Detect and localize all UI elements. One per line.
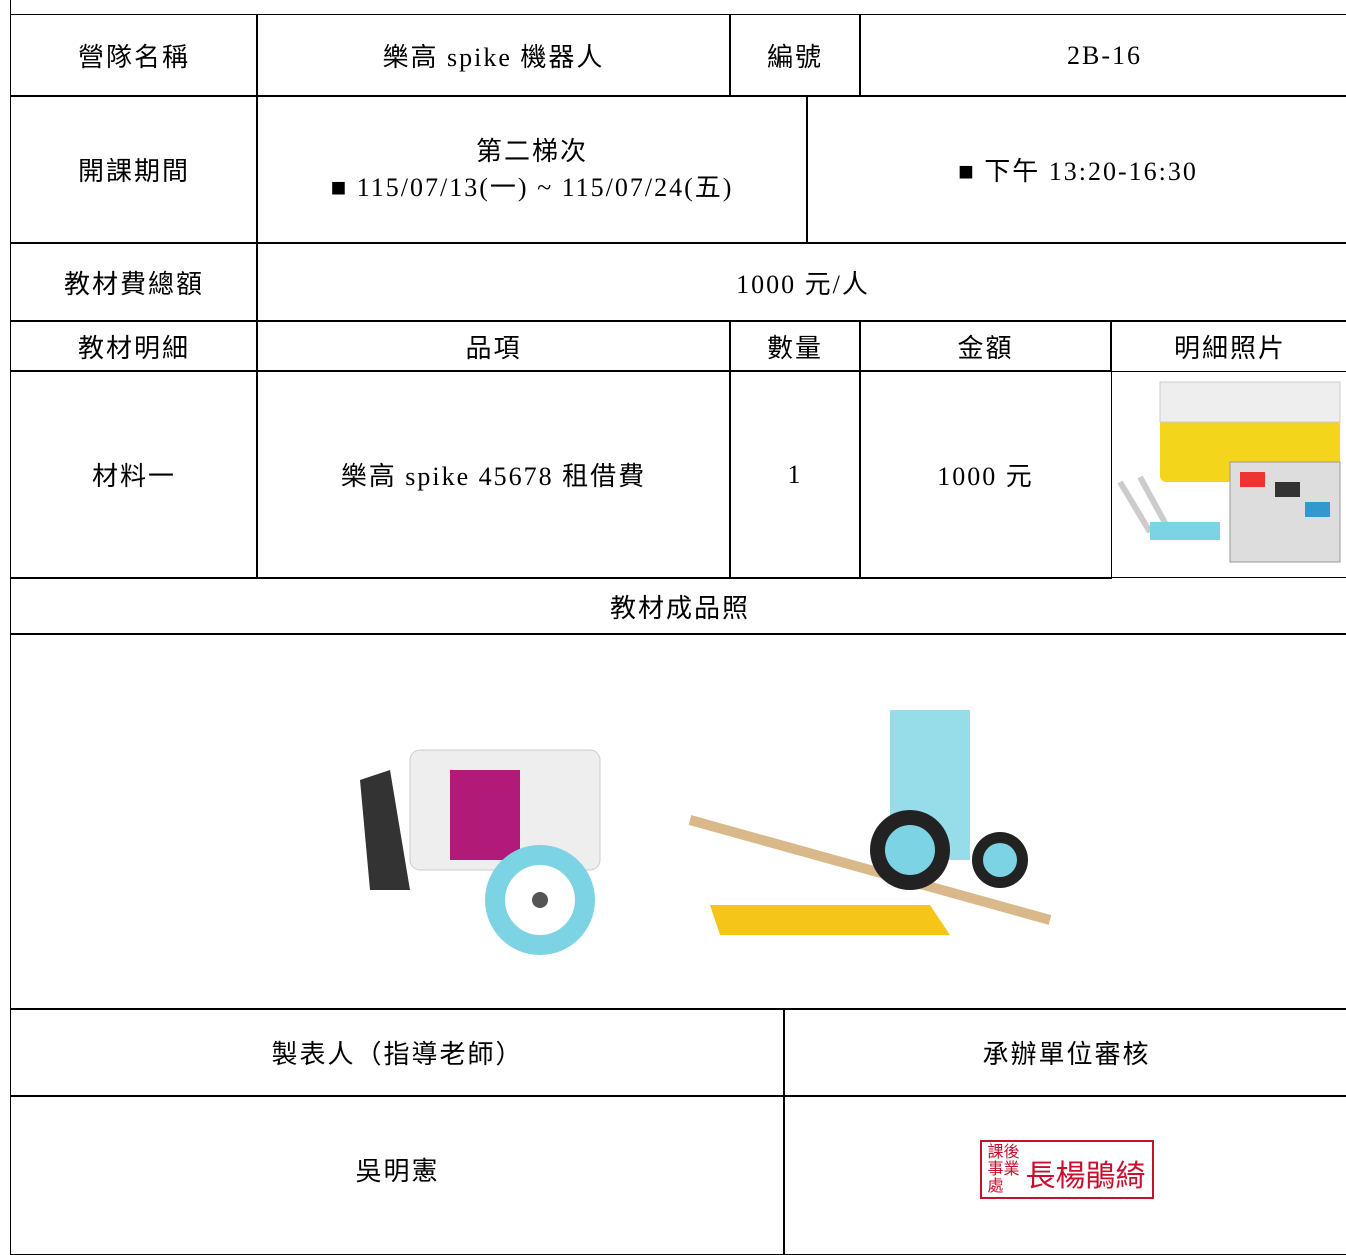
cell: 金額: [859, 320, 1112, 372]
cell: 教材費總額: [10, 242, 258, 322]
header: 數量: [766, 333, 823, 363]
label: 教材費總額: [63, 269, 204, 299]
label: 營隊名稱: [77, 43, 190, 72]
cell: 吳明憲: [10, 1095, 785, 1255]
value: 樂高 spike 45678 租借費: [340, 462, 647, 491]
label: 開課期間: [77, 157, 190, 186]
cell: 數量: [729, 320, 861, 372]
cell: 2B-16: [859, 14, 1346, 97]
value: 第二梯次: [475, 136, 588, 166]
value: 2B-16: [1067, 40, 1142, 70]
label: 製表人（指導老師）: [271, 1040, 524, 1069]
product-photos: [360, 710, 1052, 955]
cell: 開課期間: [10, 95, 258, 244]
cell: 製表人（指導老師）: [10, 1008, 785, 1097]
cut-row: [10, 0, 1346, 15]
cell: 樂高 spike 45678 租借費: [256, 370, 731, 579]
cell: 樂高 spike 機器人: [256, 14, 731, 97]
cell: 教材明細: [10, 320, 258, 372]
kit-photo: [1117, 381, 1341, 563]
cell: 品項: [256, 320, 731, 372]
value: 1000 元/人: [736, 269, 870, 299]
header: 金額: [957, 333, 1014, 363]
value: 1000 元: [937, 462, 1034, 491]
cell: 營隊名稱: [10, 14, 258, 97]
header: 品項: [465, 333, 522, 363]
value: 樂高 spike 機器人: [382, 43, 605, 72]
photo-cell: [10, 633, 1346, 1010]
header: 明細照片: [1173, 333, 1286, 363]
cell: 明細照片: [1110, 320, 1346, 372]
value: ■ 115/07/13(一) ~ 115/07/24(五): [330, 172, 734, 202]
cell: 承辦單位審核: [783, 1008, 1346, 1097]
label: 承辦單位審核: [982, 1040, 1151, 1069]
stamp: 課後事業處 長楊鵑綺: [979, 1139, 1154, 1199]
cell: 1000 元: [859, 370, 1112, 579]
value: 吳明憲: [355, 1156, 440, 1186]
value: 1: [787, 459, 803, 489]
cell: ■ 下午 13:20-16:30: [806, 95, 1346, 244]
cell: 第二梯次 ■ 115/07/13(一) ~ 115/07/24(五): [256, 95, 808, 244]
stamp-office: 課後事業處: [987, 1143, 1020, 1195]
cell: 1000 元/人: [256, 242, 1346, 322]
cell: 教材成品照: [10, 577, 1346, 635]
cell: 材料一: [10, 370, 258, 579]
value: ■ 下午 13:20-16:30: [958, 157, 1198, 186]
value: 材料一: [91, 462, 176, 491]
label: 編號: [766, 43, 823, 72]
cell: 課後事業處 長楊鵑綺: [783, 1095, 1346, 1255]
stamp-name: 長楊鵑綺: [1025, 1159, 1146, 1193]
cell: 1: [729, 370, 861, 579]
header: 教材明細: [77, 333, 190, 363]
cell: 編號: [729, 14, 861, 97]
header: 教材成品照: [609, 593, 750, 623]
